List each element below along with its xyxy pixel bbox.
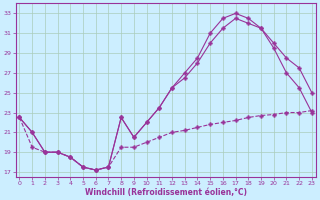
X-axis label: Windchill (Refroidissement éolien,°C): Windchill (Refroidissement éolien,°C): [85, 188, 247, 197]
